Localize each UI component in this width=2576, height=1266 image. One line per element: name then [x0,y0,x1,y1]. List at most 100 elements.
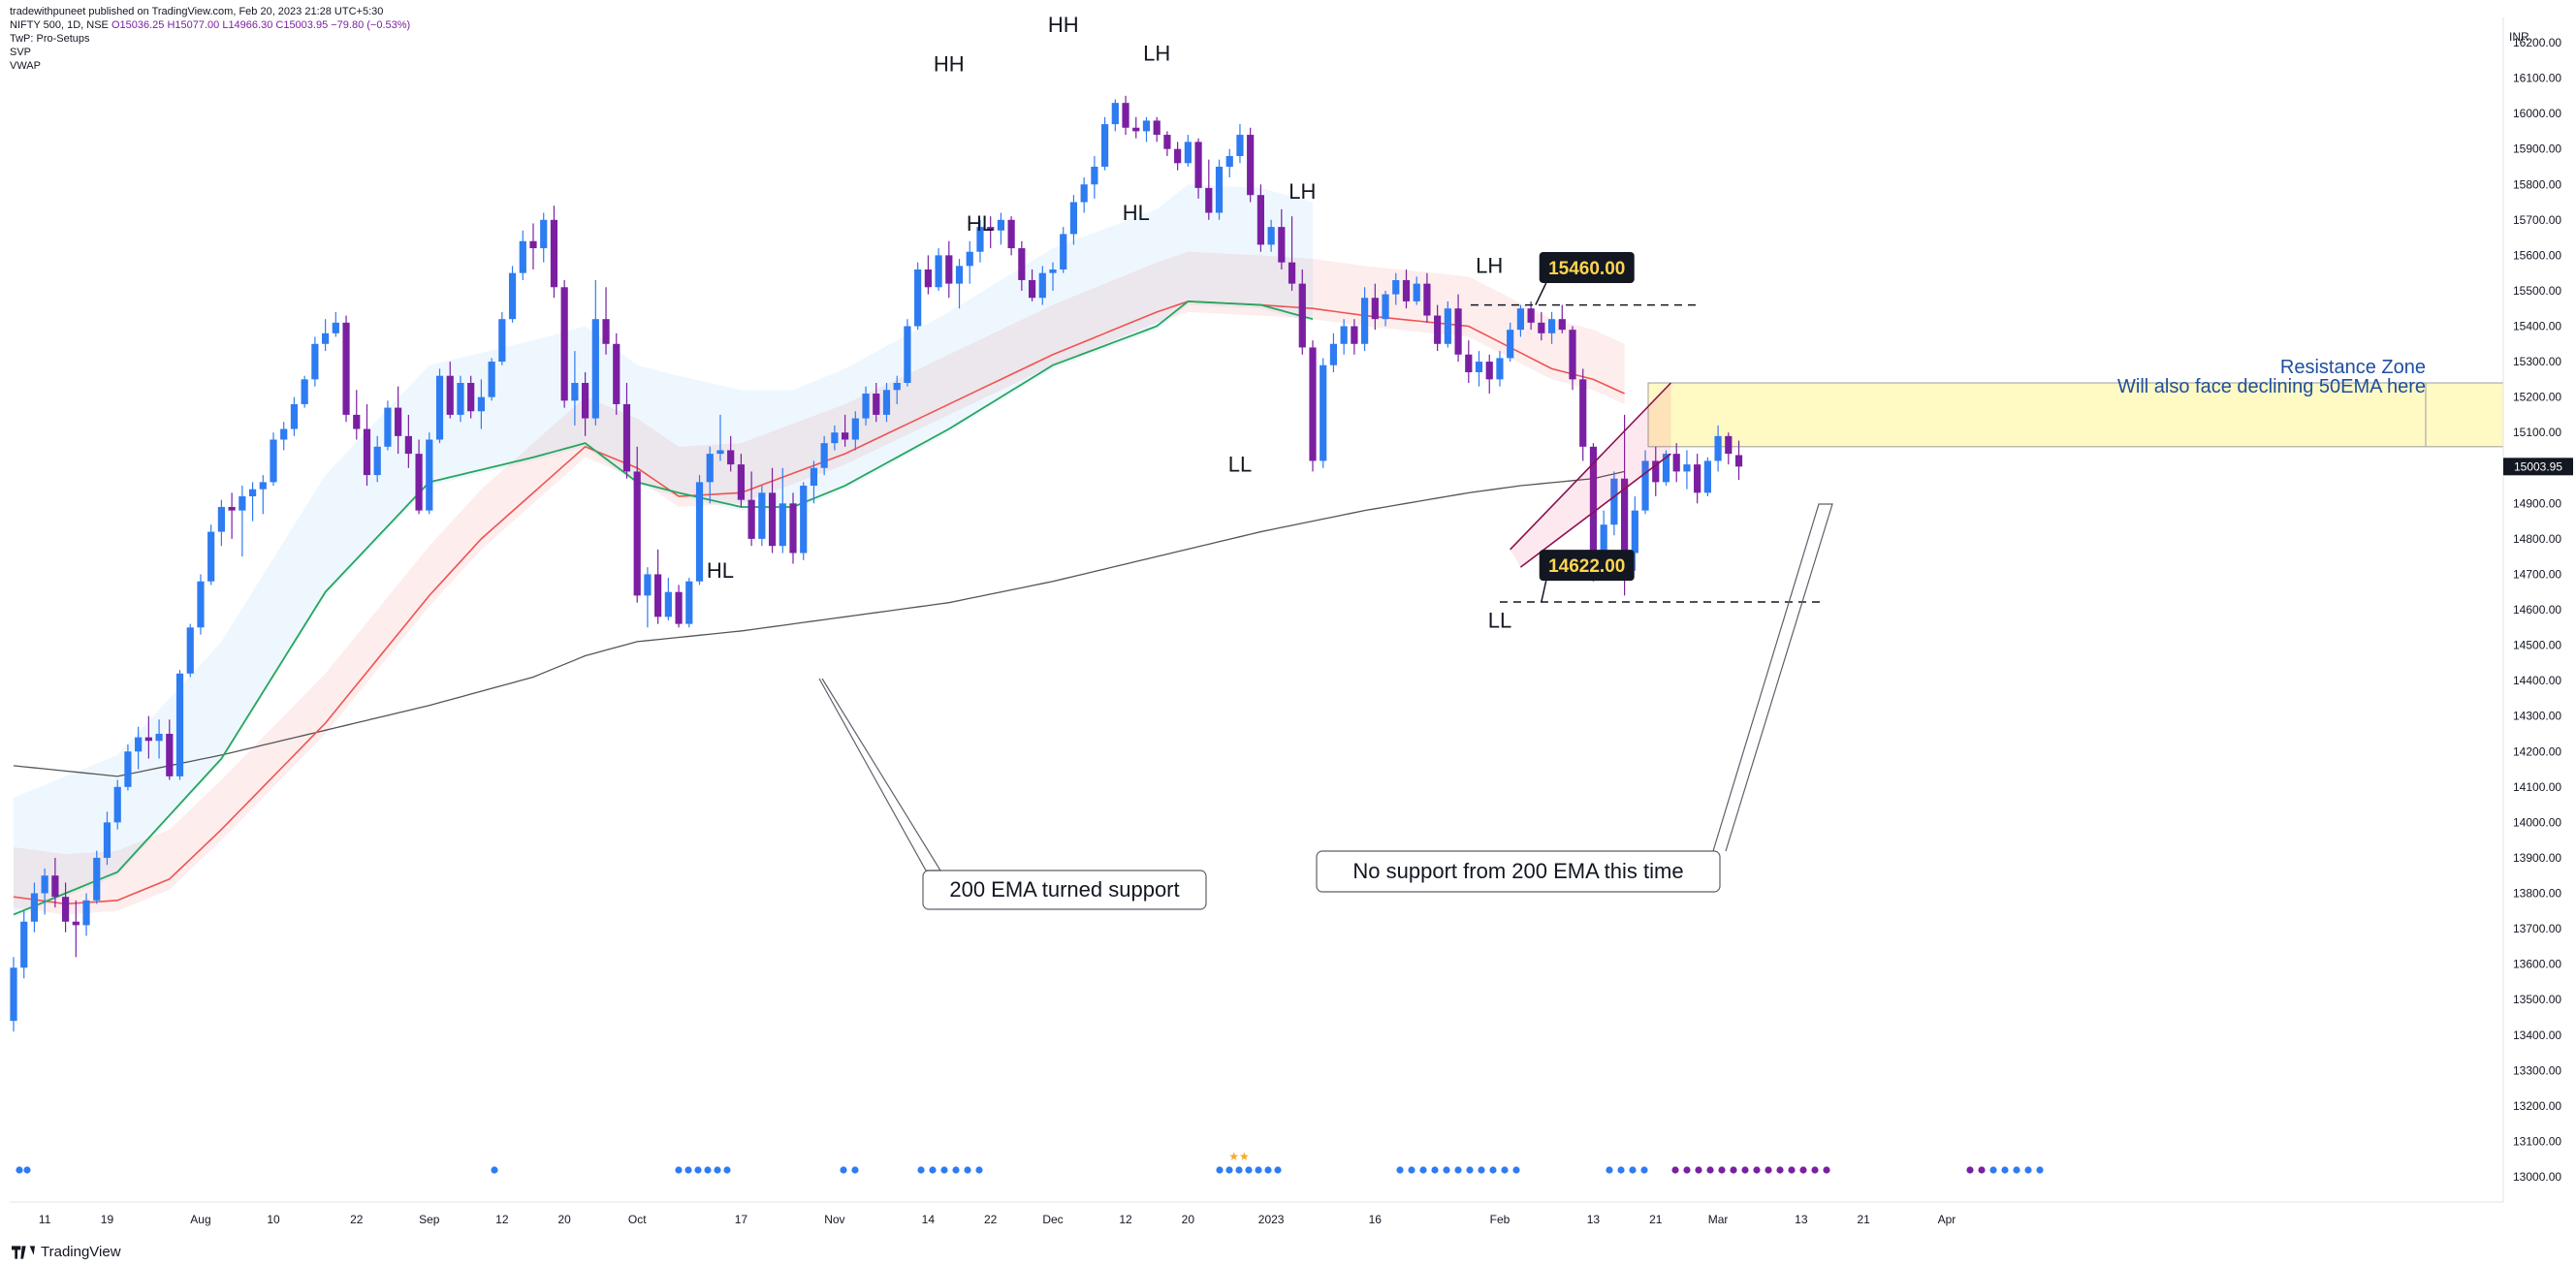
candle [322,319,330,352]
indicator-2[interactable]: SVP [10,47,32,58]
candle-body [1069,202,1078,235]
candle [1247,127,1255,203]
candle-body [779,503,786,547]
candle [498,311,506,365]
indicator-3[interactable]: VWAP [10,60,41,72]
drawings[interactable]: HH HL HL HH LH HL LH LL LH LL 15460.00 14622.00 200 … [707,13,2426,910]
candle [1672,443,1680,483]
resistance-zone[interactable] [1647,382,2504,448]
candle [1402,269,1411,309]
y-tick-label: 13800.00 [2513,887,2561,901]
candle-body [758,492,766,539]
candle [633,446,641,603]
x-tick-label: 16 [1369,1213,1383,1226]
callout-box[interactable] [922,870,1207,910]
candle [467,375,475,419]
candle [529,223,537,269]
price-tag-text: 14622.00 [1548,556,1625,577]
candle-body [395,407,402,436]
x-tick-label: 12 [1119,1213,1132,1226]
y-tick-label: 15700.00 [2513,213,2561,227]
signal-dot [1730,1166,1737,1174]
zone-subtitle: Will also face declining 50EMA here [2117,376,2426,397]
swing-label: LL [1228,452,1252,476]
ohlc-values: O15036.25 H15077.00 L14966.30 C15003.95 … [111,19,411,31]
tradingview-brand[interactable]: TradingView [12,1244,121,1260]
candle-body [1516,308,1524,331]
candle-body [10,967,17,1022]
candle [550,206,558,299]
candle-body [1547,319,1556,333]
signal-dot [1718,1166,1726,1174]
candle [457,375,464,423]
candle [1465,340,1473,383]
candle [1122,95,1129,136]
candle [363,403,371,487]
candle-body [519,240,526,273]
x-tick-label: Sep [419,1213,440,1226]
y-tick-label: 13600.00 [2513,958,2561,971]
candle [622,383,631,479]
signal-dot [1753,1166,1761,1174]
signal-dot [1408,1166,1415,1174]
signal-dot [1396,1166,1404,1174]
candle-body [259,482,267,490]
candle [976,219,984,263]
candle-body [1641,460,1649,511]
callout-pointer [818,678,942,871]
candle [1060,227,1067,273]
candle-body [789,503,797,554]
y-tick-label: 13200.00 [2513,1099,2561,1113]
brand-text: TradingView [41,1244,121,1260]
signal-dot [1671,1166,1679,1174]
swing-label: HL [707,558,734,583]
x-tick-label: 11 [39,1213,51,1226]
candle [789,492,797,564]
candle-body [322,332,330,344]
candle [779,467,786,554]
signal-dot [1788,1166,1796,1174]
candle-body [72,921,80,926]
candle [613,332,620,415]
signal-dot [723,1166,731,1174]
candle-body [893,383,901,391]
candle-body [457,383,464,415]
channel-upper[interactable] [1510,382,1672,551]
signal-dot [684,1166,692,1174]
candle [373,435,381,483]
candle-body [363,428,371,476]
candle-body [342,322,350,415]
candle [415,439,423,515]
price-tag-box[interactable] [1539,252,1635,283]
candle-body [664,591,672,617]
x-tick-label: 13 [1795,1213,1808,1226]
candle-body [582,383,589,419]
candle-body [228,506,236,511]
candle-body [1652,460,1660,483]
indicator-1[interactable]: TwP: Pro-Setups [10,33,90,45]
candle [882,383,891,423]
tradingview-logo-icon [12,1245,35,1259]
candle [239,486,246,557]
candle-body [1329,343,1338,365]
swing-label: HL [967,211,994,236]
candle [1184,135,1192,167]
candle [446,362,454,419]
x-tick-label: 20 [557,1213,571,1226]
signal-dot [704,1166,712,1174]
symbol-name[interactable]: NIFTY 500, 1D, NSE [10,19,109,31]
candle-body [1225,156,1233,167]
signal-dot [1255,1166,1262,1174]
candle-body [1485,362,1493,380]
candle-body [207,531,215,582]
candle-body [290,403,299,429]
candle [1454,294,1462,363]
channel-lower[interactable] [1519,453,1671,568]
y-tick-label: 15200.00 [2513,391,2561,404]
candle [1288,216,1296,291]
callout-box[interactable] [1316,850,1721,893]
price-tag-box[interactable] [1539,550,1635,582]
resistance-zone-rect[interactable] [1647,382,2504,448]
